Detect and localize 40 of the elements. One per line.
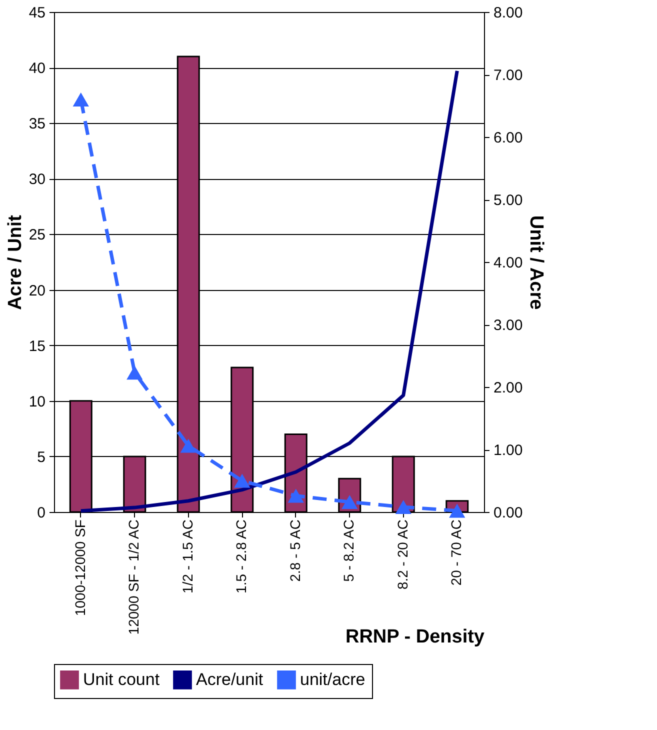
legend-label: unit/acre bbox=[300, 670, 366, 689]
y-tick-label: 5 bbox=[37, 448, 46, 466]
y-axis-title: Acre / Unit bbox=[4, 214, 26, 310]
y2-tick-label: 2.00 bbox=[494, 380, 523, 396]
y-tick-label: 40 bbox=[28, 60, 46, 78]
y2-tick-label: 8.00 bbox=[494, 4, 523, 22]
point bbox=[126, 366, 143, 380]
y2-tick-label: 4.00 bbox=[494, 254, 523, 272]
y2-tick-label: 0.00 bbox=[494, 504, 523, 522]
x-axis-title: RRNP - Density bbox=[345, 626, 485, 648]
y2-tick-label: 3.00 bbox=[494, 317, 523, 334]
y2-axis-title: Unit / Acre bbox=[526, 215, 547, 310]
x-tick-label: 8.2 - 20 AC bbox=[394, 520, 410, 590]
y-tick-label: 25 bbox=[28, 226, 46, 244]
point bbox=[449, 504, 466, 518]
y2-tick-label: 6.00 bbox=[494, 130, 523, 146]
point bbox=[288, 488, 304, 503]
point bbox=[395, 500, 412, 514]
point bbox=[72, 92, 89, 106]
y-tick-label: 0 bbox=[37, 504, 46, 522]
y-tick-label: 10 bbox=[28, 393, 46, 410]
x-tick-label: 12000 SF - 1/2 AC bbox=[126, 520, 142, 635]
x-tick-label: 2.8 - 5 AC bbox=[286, 520, 303, 582]
x-tick-label: 20 - 70 AC bbox=[448, 520, 464, 586]
y-tick-label: 15 bbox=[28, 338, 46, 355]
x-tick-label: 1000-12000 SF bbox=[72, 520, 88, 616]
y2-tick-label: 1.00 bbox=[494, 442, 523, 459]
y2-tick-label: 5.00 bbox=[494, 192, 523, 209]
y2-tick-label: 7.00 bbox=[494, 67, 523, 84]
point bbox=[234, 474, 250, 488]
y-tick-label: 30 bbox=[28, 171, 46, 188]
point bbox=[180, 438, 196, 453]
legend-label: Acre/unit bbox=[196, 670, 264, 689]
y-tick-label: 35 bbox=[28, 116, 46, 133]
x-tick-label: 1/2 - 1.5 AC bbox=[179, 520, 196, 594]
y-tick-label: 45 bbox=[28, 4, 46, 22]
x-tick-label: 1.5 - 2.8 AC bbox=[233, 520, 250, 594]
legend-label: Unit count bbox=[83, 670, 160, 689]
x-tick-label: 5 - 8.2 AC bbox=[340, 520, 357, 582]
y-tick-label: 20 bbox=[28, 282, 46, 300]
